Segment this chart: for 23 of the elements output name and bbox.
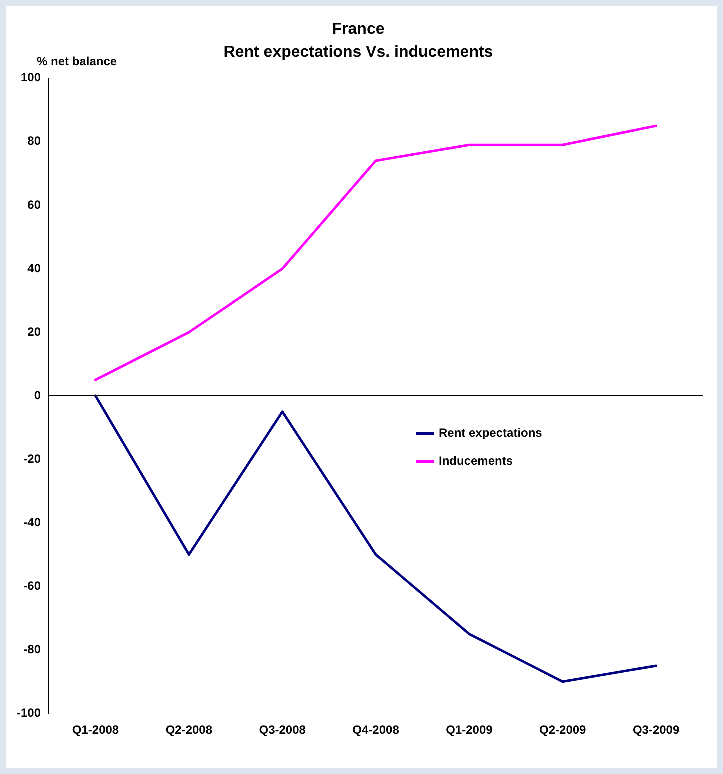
- y-axis-title: % net balance: [37, 54, 118, 69]
- x-tick-label: Q3-2008: [259, 723, 306, 738]
- chart-title: France: [332, 21, 385, 38]
- y-tick-label: -100: [16, 706, 42, 720]
- y-tick-label: -60: [24, 578, 42, 593]
- x-tick-label: Q4-2008: [352, 723, 400, 738]
- y-tick-label: -80: [24, 642, 42, 656]
- y-tick-label: 0: [34, 388, 42, 402]
- y-tick-label: -40: [24, 515, 42, 530]
- legend-label: Inducements: [439, 454, 514, 468]
- x-tick-label: Q2-2009: [540, 723, 587, 738]
- x-tick-label: Q2-2008: [166, 723, 213, 738]
- y-tick-label: 80: [28, 134, 42, 148]
- y-tick-label: 100: [20, 70, 42, 85]
- x-tick-label: Q1-2008: [72, 723, 120, 738]
- x-tick-label: Q3-2009: [632, 723, 680, 738]
- y-tick-label: 40: [28, 261, 42, 276]
- y-tick-label: -20: [24, 452, 42, 466]
- y-tick-label: 60: [28, 198, 42, 212]
- legend-label: Rent expectations: [439, 426, 542, 440]
- x-tick-label: Q1-2009: [446, 723, 494, 738]
- chart-subtitle: Rent expectations Vs. inducements: [224, 44, 494, 62]
- y-tick-label: 20: [28, 324, 42, 339]
